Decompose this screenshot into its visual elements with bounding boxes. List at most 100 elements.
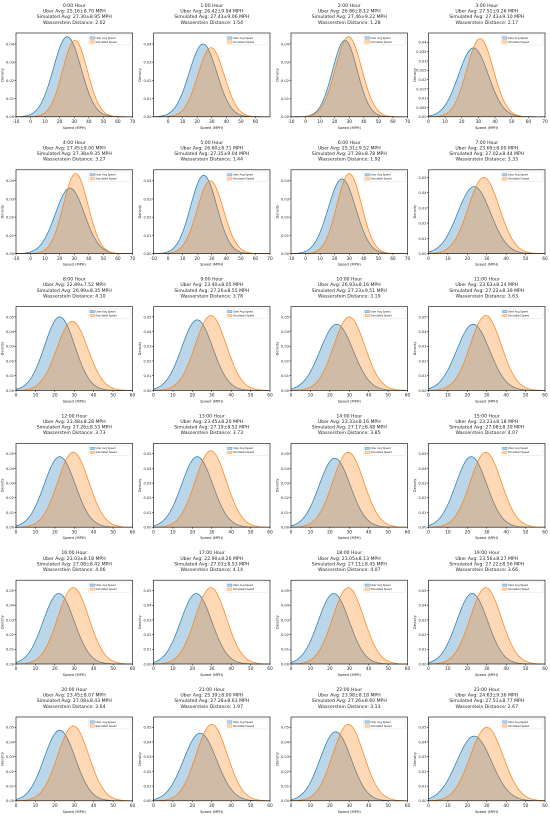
y-tick-label: 0.01 (281, 511, 289, 515)
x-tick-label: 50 (110, 803, 116, 809)
legend-label: Simulated Speed (371, 313, 393, 317)
y-tick-label: 0.00 (418, 389, 427, 393)
subplot-title-line: Simulated Avg: 26.99±8.35 MPH (37, 288, 112, 294)
y-tick-label: 0.03 (6, 481, 14, 485)
legend-label: Simulated Speed (233, 450, 255, 454)
y-tick-label: 0.03 (418, 345, 426, 349)
legend-label: Uber Avg Speed (233, 720, 253, 724)
legend-swatch (227, 583, 233, 587)
x-axis-label: Speed (MPH) (200, 399, 224, 403)
subplot-title-line: 10:00 Hour (336, 277, 362, 283)
legend-box (88, 34, 131, 46)
subplot-title-line: Simulated Avg: 27.17±8.48 MPH (312, 425, 387, 431)
y-tick-label: 0.00 (418, 799, 427, 803)
y-tick-label: 0.01 (143, 784, 151, 788)
x-axis-label: Speed (MPH) (200, 536, 224, 540)
x-tick-label: 60 (115, 256, 121, 262)
x-tick-label: 30 (209, 529, 215, 535)
x-axis-label: Speed (MPH) (338, 126, 362, 130)
legend-swatch (364, 310, 370, 313)
uber-density-line (428, 323, 545, 391)
x-axis-label: Speed (MPH) (475, 810, 499, 814)
legend-box (363, 718, 406, 730)
y-tick-label: 0.05 (281, 452, 289, 456)
subplot-title-line: Simulated Avg: 27.08±8.43 MPH (37, 698, 112, 704)
subplot-title-line: Uber Avg: 23.33±8.16 MPH (318, 419, 381, 425)
legend-label: Simulated Speed (371, 450, 393, 454)
x-tick-label: 20 (327, 666, 333, 672)
x-tick-label: 10 (317, 119, 323, 125)
subplot-title-line: 2:00 Hour (338, 3, 361, 9)
simulated-density-line (153, 315, 271, 391)
y-tick-label: 0.05 (418, 176, 426, 180)
y-tick-label: 0.02 (143, 496, 151, 500)
legend-swatch (89, 720, 95, 724)
x-tick-label: 60 (542, 393, 548, 399)
legend-label: Uber Avg Speed (371, 720, 391, 724)
legend-swatch (364, 720, 370, 724)
x-tick-label: 0 (304, 119, 307, 125)
y-tick-label: 0.04 (281, 467, 290, 471)
x-tick-label: 40 (361, 119, 367, 125)
x-tick-label: 30 (209, 119, 215, 125)
subplot-title-line: Uber Avg: 27.45±9.00 MPH (43, 145, 106, 151)
subplot-title-line: Wasserstein Distance: 1.97 (180, 704, 243, 710)
x-tick-label: 50 (248, 529, 254, 535)
legend-label: Uber Avg Speed (233, 446, 253, 450)
y-tick-label: 0.05 (418, 726, 426, 730)
x-tick-label: 0 (167, 119, 170, 125)
legend-label: Uber Avg Speed (371, 446, 391, 450)
y-tick-label: 0.01 (418, 784, 426, 788)
x-tick-label: 0 (304, 256, 307, 262)
y-tick-label: 0.02 (281, 633, 289, 637)
legend-label: Uber Avg Speed (508, 173, 528, 177)
subplot-title-line: Wasserstein Distance: 3.85 (318, 430, 381, 436)
legend-swatch (227, 724, 233, 728)
y-tick-label: 0.01 (418, 97, 426, 101)
simulated-density-fill (16, 40, 133, 117)
x-tick-label: 20 (52, 803, 58, 809)
x-tick-label: 50 (248, 803, 254, 809)
x-axis-label: Speed (MPH) (63, 263, 87, 267)
legend-swatch (227, 310, 233, 313)
subplot-title-line: 0:00 Hour (63, 3, 86, 9)
y-tick-label: 0.00 (281, 526, 290, 530)
subplot-title-line: Simulated Avg: 27.08±8.39 MPH (449, 425, 524, 431)
subplot-title-line: Wasserstein Distance: 3.73 (180, 430, 243, 436)
uber-density-line (290, 323, 408, 391)
uber-density-fill (291, 40, 408, 117)
y-tick-label: 0.05 (6, 452, 14, 456)
y-tick-label: 0.05 (143, 726, 151, 730)
x-tick-label: 40 (503, 666, 509, 672)
simulated-density-line (291, 173, 408, 254)
x-tick-label: 30 (484, 256, 490, 262)
x-tick-label: 40 (503, 393, 509, 399)
x-tick-label: 10 (445, 666, 451, 672)
legend-box (225, 171, 269, 182)
simulated-density-line (15, 451, 133, 528)
subplot-title-line: Wasserstein Distance: 1.92 (318, 157, 381, 163)
x-tick-label: 30 (209, 803, 215, 809)
y-axis-label: Density (413, 614, 417, 629)
y-tick-label: 0.03 (6, 197, 14, 201)
y-tick-label: 0.02 (6, 633, 14, 637)
subplot-title-line: Wasserstein Distance: 3.78 (180, 293, 243, 299)
x-tick-label: 30 (484, 803, 490, 809)
x-tick-label: 50 (523, 393, 529, 399)
simulated-density-line (428, 177, 546, 254)
x-tick-label: -10 (287, 119, 294, 125)
legend-box (225, 718, 269, 730)
x-axis-label: Speed (MPH) (63, 810, 87, 814)
simulated-density-fill (428, 38, 545, 117)
y-tick-label: 0.02 (143, 359, 151, 363)
legend-swatch (227, 36, 233, 40)
subplot-title-line: 8:00 Hour (63, 277, 86, 283)
y-tick-label: 0.02 (418, 496, 426, 500)
simulated-density-line (290, 451, 408, 528)
subplot-title-line: Simulated Avg: 27.26±8.55 MPH (174, 288, 249, 294)
uber-density-fill (16, 730, 133, 801)
y-tick-label: 0.02 (281, 496, 289, 500)
